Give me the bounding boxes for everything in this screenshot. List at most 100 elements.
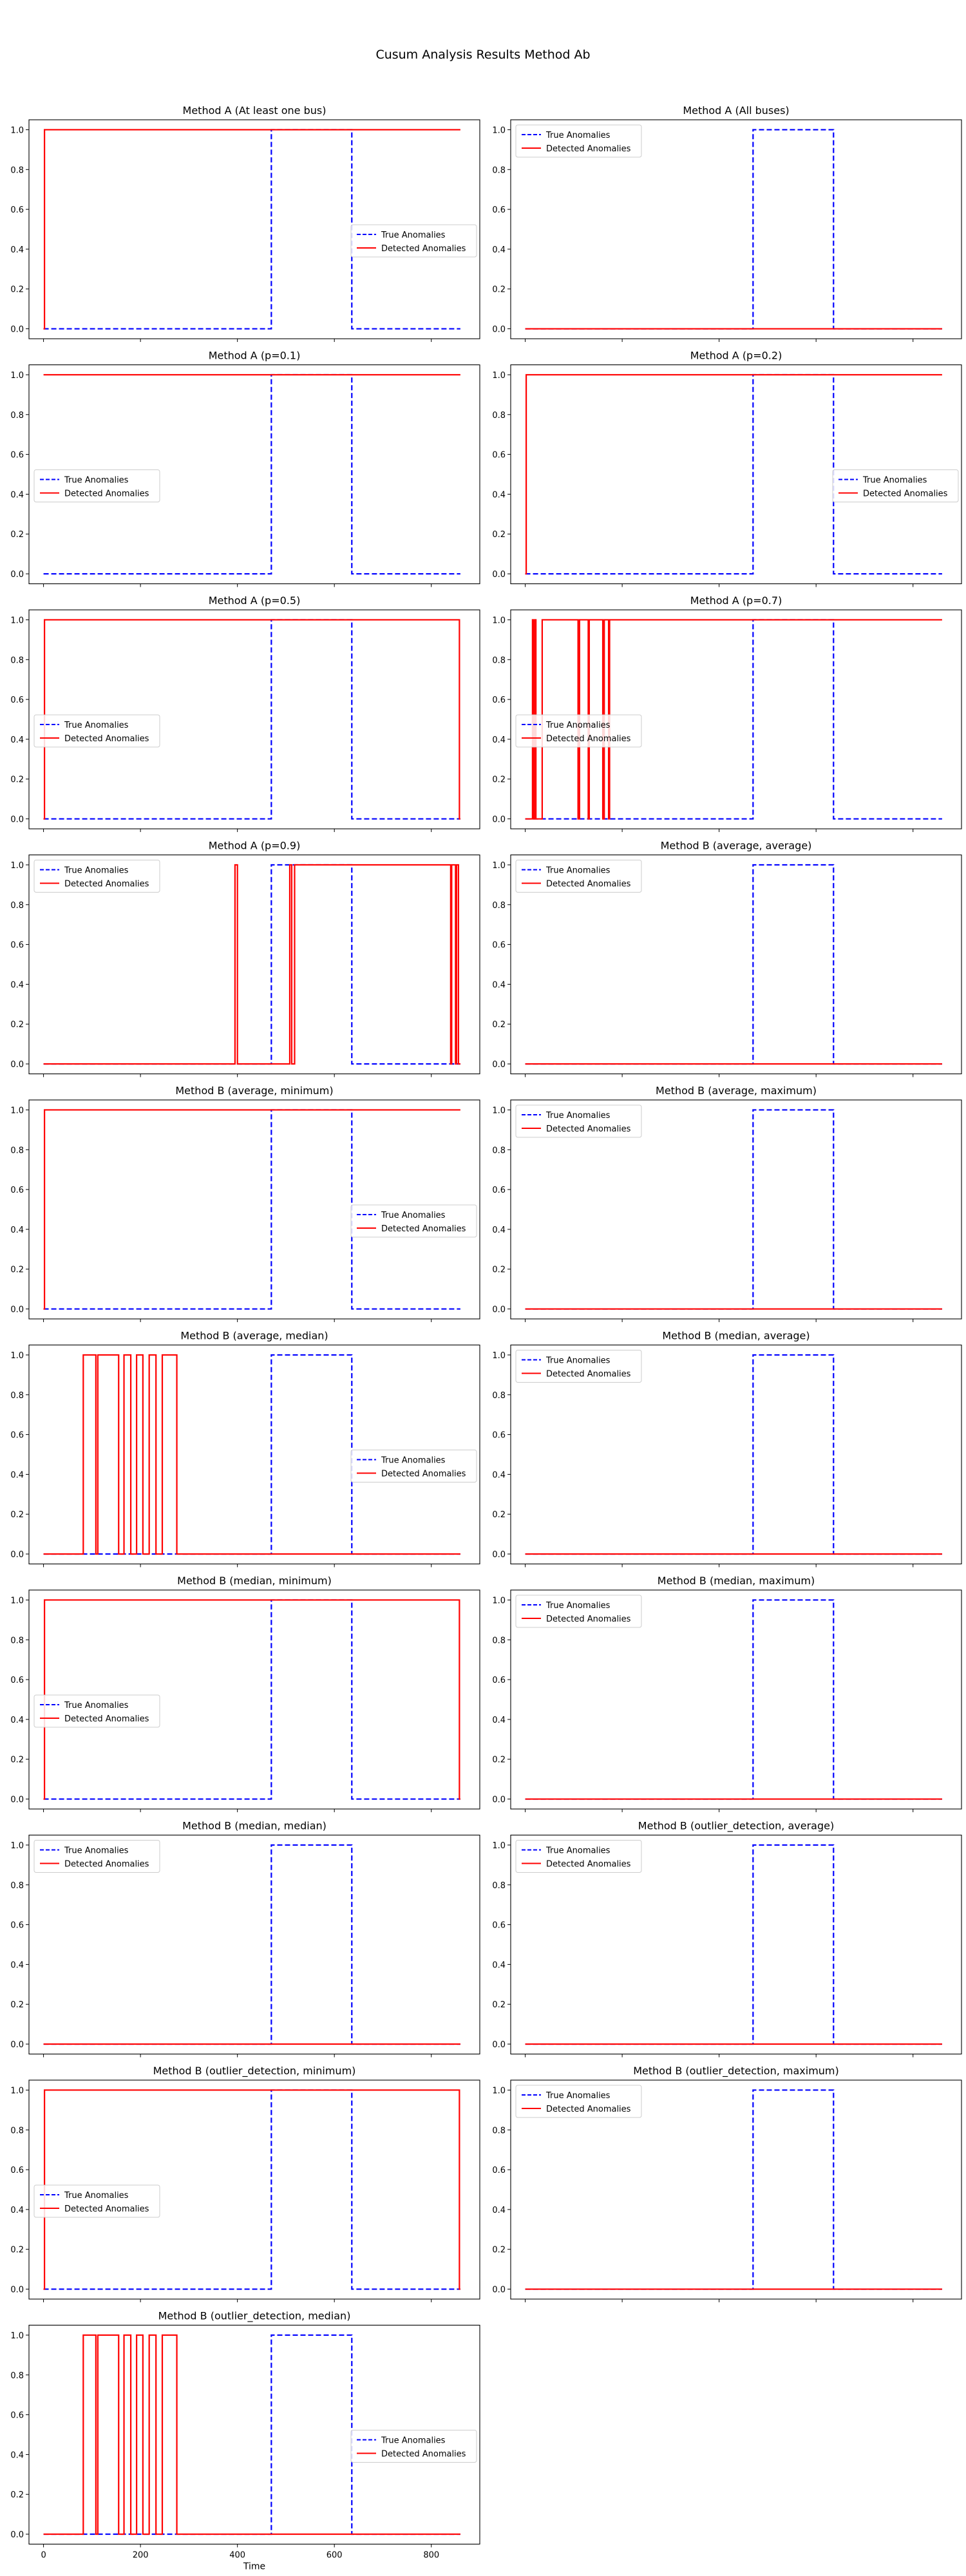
subplot-9: Method B (average, minimum) 0.0 0.2 0.4 0.6 0… <box>10 1084 480 1322</box>
subplot-title: Method B (median, median) <box>182 1820 327 1832</box>
subplot-7: Method A (p=0.9) 0.0 0.2 0.4 0.6 0.8 1.0 True A… <box>10 840 480 1077</box>
y-tick-label: 0.4 <box>10 1470 24 1480</box>
legend-true-anomalies-label: True Anomalies <box>381 1211 446 1220</box>
legend: True Anomalies Detected Anomalies <box>33 714 160 748</box>
legend-detected-anomalies-label: Detected Anomalies <box>546 1124 631 1134</box>
plot-area-frame <box>28 854 480 1075</box>
y-tick-label: 0.6 <box>492 941 506 951</box>
x-tick-label: 0 <box>41 2551 46 2561</box>
x-tick-label: 600 <box>327 2551 343 2561</box>
subplot-10: Method B (average, maximum) 0.0 0.2 0.4 0.6 0… <box>492 1084 962 1322</box>
subplot-title: Method A (All buses) <box>683 104 789 117</box>
y-tick-label: 0.8 <box>10 411 24 421</box>
y-tick-label: 0.2 <box>492 1265 506 1275</box>
y-tick-label: 0.0 <box>10 325 24 335</box>
legend: True Anomalies Detected Anomalies <box>350 1450 477 1482</box>
y-tick-label: 0.4 <box>492 1470 506 1480</box>
y-tick-label: 0.8 <box>492 1636 506 1645</box>
plot-area-frame <box>28 119 480 339</box>
figure-title: Cusum Analysis Results Method Ab <box>375 48 591 62</box>
plot-area-frame <box>28 364 480 585</box>
legend-box <box>515 1350 642 1383</box>
y-tick-label: 0.4 <box>492 245 506 255</box>
legend: True Anomalies Detected Anomalies <box>33 1694 160 1728</box>
series-line-detected-anomalies <box>43 1354 460 1555</box>
legend-detected-anomalies-label: Detected Anomalies <box>381 1224 466 1234</box>
y-tick-label: 0.2 <box>492 285 506 295</box>
y-tick-label: 0.6 <box>10 941 24 951</box>
series-line-detected-anomalies <box>43 2334 460 2535</box>
y-tick-label: 0.2 <box>492 1510 506 1520</box>
y-tick-label: 0.4 <box>10 245 24 255</box>
legend: True Anomalies Detected Anomalies <box>515 714 642 748</box>
legend-box <box>515 1840 642 1873</box>
x-tick-label: 200 <box>133 2551 149 2561</box>
subplot-title: Method A (p=0.9) <box>209 840 301 852</box>
y-tick-label: 0.4 <box>10 1226 24 1235</box>
legend-true-anomalies-label: True Anomalies <box>381 1456 446 1466</box>
y-tick-label: 1.0 <box>10 1596 24 1605</box>
legend-box <box>33 714 160 748</box>
plot-area-frame <box>510 119 962 339</box>
legend-box <box>33 2184 160 2218</box>
series-line-detected-anomalies <box>43 864 460 1065</box>
subplot-title: Method A (p=0.7) <box>690 594 782 607</box>
plot-area-frame <box>510 1099 962 1320</box>
legend: True Anomalies Detected Anomalies <box>515 124 642 158</box>
y-tick-label: 0.4 <box>492 1716 506 1725</box>
legend-detected-anomalies-label: Detected Anomalies <box>381 244 466 254</box>
y-tick-label: 0.6 <box>10 1676 24 1685</box>
subplot-8: Method B (average, average) 0.0 0.2 0.4 0.6 0… <box>492 840 962 1077</box>
y-tick-label: 0.4 <box>492 1226 506 1235</box>
legend-true-anomalies-label: True Anomalies <box>64 1701 129 1710</box>
y-tick-label: 1.0 <box>492 1841 506 1851</box>
y-tick-label: 1.0 <box>10 1106 24 1115</box>
legend-true-anomalies-label: True Anomalies <box>545 2091 611 2101</box>
y-tick-label: 0.0 <box>492 1060 506 1070</box>
plot-area-frame <box>28 609 480 829</box>
y-tick-label: 0.6 <box>492 2166 506 2175</box>
subplot-5: Method A (p=0.5) 0.0 0.2 0.4 0.6 0.8 1.0 True A… <box>10 594 480 832</box>
y-tick-label: 1.0 <box>10 1351 24 1361</box>
series-line-true-anomalies <box>43 864 460 1065</box>
series-line-true-anomalies <box>525 864 942 1065</box>
y-tick-label: 0.2 <box>10 1756 24 1765</box>
series-line-true-anomalies <box>525 129 942 330</box>
y-tick-label: 0.6 <box>492 1921 506 1931</box>
y-tick-label: 0.0 <box>10 2530 24 2540</box>
y-tick-label: 0.8 <box>492 2126 506 2136</box>
subplot-title: Method A (At least one bus) <box>183 104 327 117</box>
series-line-true-anomalies <box>43 1844 460 2045</box>
subplot-17: Method B (outlier_detection, minimum) 0.0… <box>10 2065 480 2302</box>
y-tick-label: 0.4 <box>492 2206 506 2215</box>
y-tick-label: 0.8 <box>492 1391 506 1401</box>
legend-true-anomalies-label: True Anomalies <box>381 2436 446 2446</box>
legend-true-anomalies-label: True Anomalies <box>545 1111 611 1121</box>
plot-area-frame <box>28 1099 480 1320</box>
x-tick-label: 400 <box>229 2551 245 2561</box>
legend-box <box>33 1840 160 1873</box>
y-tick-label: 0.8 <box>10 656 24 665</box>
legend-true-anomalies-label: True Anomalies <box>64 1846 129 1856</box>
y-tick-label: 0.6 <box>10 451 24 460</box>
legend-detected-anomalies-label: Detected Anomalies <box>546 144 631 154</box>
series-line-detected-anomalies <box>43 1109 460 1310</box>
y-tick-label: 0.4 <box>10 2206 24 2215</box>
y-tick-label: 0.2 <box>10 2000 24 2010</box>
y-tick-label: 0.4 <box>492 1960 506 1970</box>
y-tick-label: 0.8 <box>10 2126 24 2136</box>
legend-detected-anomalies-label: Detected Anomalies <box>64 880 149 889</box>
subplot-3: Method A (p=0.1) 0.0 0.2 0.4 0.6 0.8 1.0 True A… <box>10 350 480 587</box>
y-tick-label: 0.2 <box>492 1756 506 1765</box>
legend-true-anomalies-label: True Anomalies <box>381 231 446 240</box>
y-tick-label: 1.0 <box>10 1841 24 1851</box>
legend-true-anomalies-label: True Anomalies <box>64 2191 129 2201</box>
subplot-title: Method B (average, maximum) <box>656 1084 817 1097</box>
y-tick-label: 0.6 <box>492 1676 506 1685</box>
legend-box <box>515 1595 642 1628</box>
y-tick-label: 0.2 <box>10 285 24 295</box>
y-tick-label: 0.8 <box>492 1881 506 1891</box>
y-tick-label: 0.0 <box>10 1305 24 1315</box>
y-tick-label: 0.6 <box>492 1186 506 1195</box>
